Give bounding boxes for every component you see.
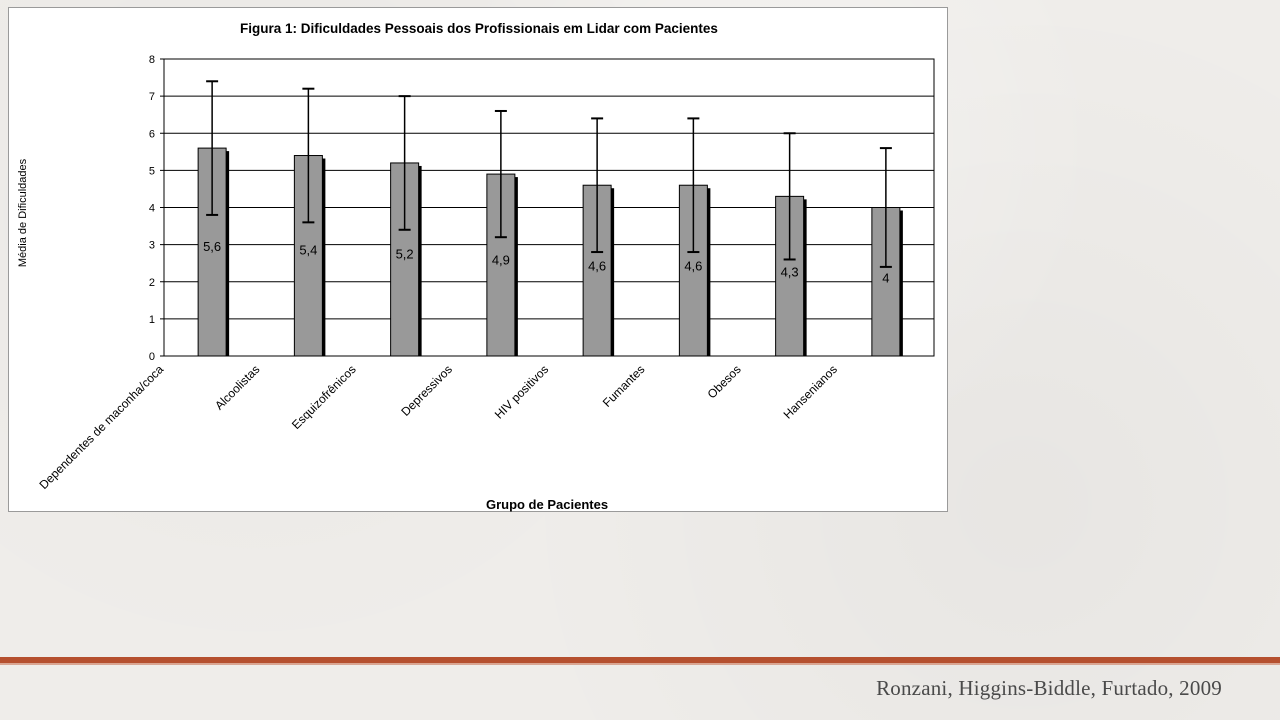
y-tick-label: 3 xyxy=(149,240,155,252)
bar-value-label: 4,6 xyxy=(588,258,606,273)
error-bar xyxy=(302,87,315,224)
y-tick-label: 8 xyxy=(149,54,155,66)
error-bar xyxy=(398,95,411,231)
y-tick-label: 5 xyxy=(149,165,155,177)
gridlines xyxy=(160,58,934,357)
error-bars xyxy=(206,80,892,268)
error-bar xyxy=(879,147,892,268)
x-tick-label: HIV positivos xyxy=(492,362,551,421)
plot-area-border xyxy=(163,58,935,357)
bar-value-label: 5,2 xyxy=(396,247,414,262)
error-bar xyxy=(591,117,604,254)
bar-value-label: 4 xyxy=(882,270,889,285)
bar-value-label: 4,3 xyxy=(781,264,799,279)
x-tick-label: Fumantes xyxy=(600,362,648,410)
y-axis-label: Média de Dificuldades xyxy=(17,158,29,267)
y-tick-label: 0 xyxy=(149,351,155,363)
bar-chart: Figura 1: Dificuldades Pessoais dos Prof… xyxy=(17,21,935,512)
y-tick-labels: 0 1 2 3 4 5 6 7 8 xyxy=(149,54,155,363)
x-tick-labels: Dependentes de maconha/coca Alcoolistas Es… xyxy=(37,362,840,492)
y-tick-label: 6 xyxy=(149,128,155,140)
x-tick-label: Obesos xyxy=(705,362,744,401)
x-tick-label: Alcoolistas xyxy=(212,362,262,412)
x-tick-label: Hansenianos xyxy=(781,362,840,421)
error-bar xyxy=(687,117,700,254)
bar-value-label: 5,4 xyxy=(299,243,317,258)
y-tick-label: 2 xyxy=(149,277,155,289)
error-bar xyxy=(783,132,796,261)
bar-value-label: 4,9 xyxy=(492,253,510,268)
chart-title: Figura 1: Dificuldades Pessoais dos Prof… xyxy=(240,21,718,36)
chart-frame: Figura 1: Dificuldades Pessoais dos Prof… xyxy=(8,7,948,512)
citation: Ronzani, Higgins-Biddle, Furtado, 2009 xyxy=(876,676,1222,700)
bar-value-label: 5,6 xyxy=(203,239,221,254)
error-bar xyxy=(494,109,507,239)
y-tick-label: 7 xyxy=(149,91,155,103)
x-axis-label: Grupo de Pacientes xyxy=(486,497,608,512)
x-tick-label: Esquizofrênicos xyxy=(289,362,359,432)
x-tick-label: Dependentes de maconha/coca xyxy=(37,362,167,492)
data-labels: 5,6 5,4 5,2 4,9 4,6 4,6 4,3 4 xyxy=(203,239,889,285)
y-tick-label: 4 xyxy=(149,203,155,215)
error-bar xyxy=(206,80,219,216)
x-tick-label: Depressivos xyxy=(398,362,455,419)
y-tick-label: 1 xyxy=(149,314,155,326)
slide-divider xyxy=(0,657,1280,665)
bar-value-label: 4,6 xyxy=(684,258,702,273)
